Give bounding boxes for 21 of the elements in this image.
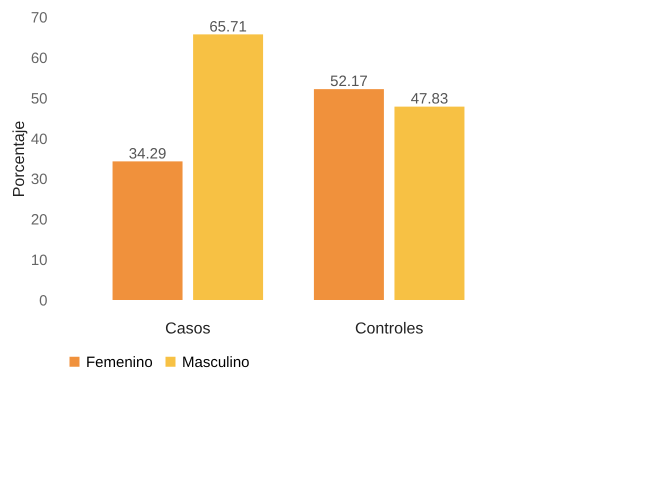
- y-tick-label: 70: [30, 10, 48, 26]
- x-tick-label: Casos: [165, 320, 210, 338]
- legend-label: Femenino: [86, 354, 153, 371]
- x-tick-label: Controles: [354, 320, 424, 338]
- data-label: 47.83: [410, 90, 448, 108]
- data-label: 52.17: [330, 73, 368, 90]
- y-tick-label: 0: [39, 292, 48, 310]
- y-tick-label: 50: [30, 90, 48, 108]
- bar: [394, 106, 464, 300]
- y-tick-label: 40: [30, 130, 48, 148]
- bar: [193, 34, 264, 300]
- y-tick-label: 10: [30, 252, 48, 270]
- bar: [314, 89, 384, 300]
- data-label: 34.29: [128, 145, 166, 162]
- bar: [112, 161, 183, 300]
- y-tick-label: 30: [30, 171, 48, 188]
- legend-label: Masculino: [182, 354, 250, 371]
- y-axis-title: Porcentaje: [10, 120, 28, 198]
- y-tick-label: 20: [30, 212, 48, 229]
- data-label: 65.71: [209, 18, 247, 36]
- y-tick-label: 60: [30, 50, 48, 67]
